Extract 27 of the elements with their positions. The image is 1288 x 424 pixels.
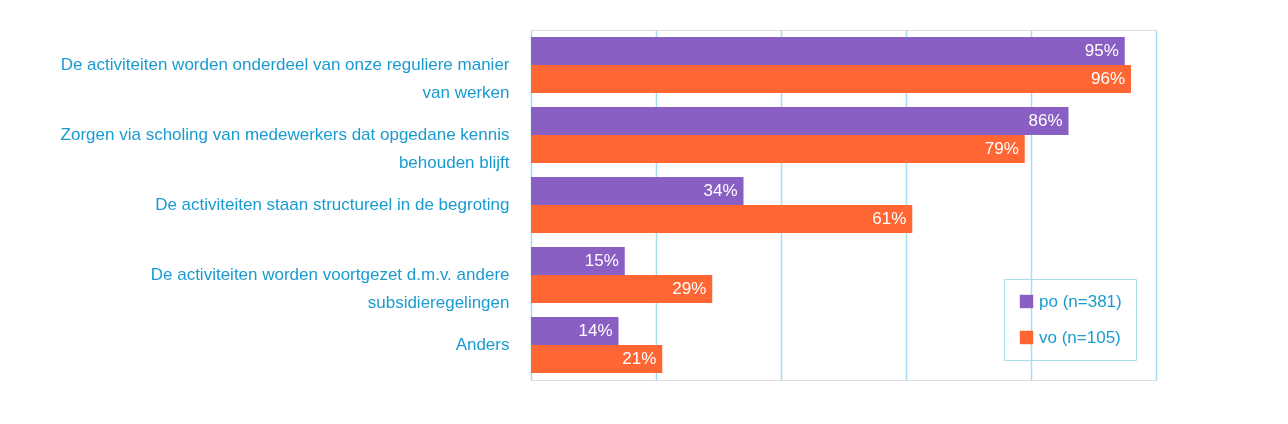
bar — [531, 177, 744, 205]
y-tick-label: De activiteiten worden voortgezet d.m.v. andere subsidieregelingen — [150, 265, 510, 312]
bar — [531, 345, 663, 373]
data-label: 61% — [872, 209, 907, 228]
data-label: 21% — [622, 349, 657, 368]
data-label: 14% — [578, 321, 613, 340]
bar — [531, 317, 619, 345]
bar — [531, 107, 1069, 135]
legend-label: vo (n=105) — [1039, 327, 1121, 347]
bar — [531, 205, 913, 233]
bar — [531, 135, 1025, 163]
data-label: 96% — [1090, 69, 1125, 88]
y-tick-label: De activiteiten worden onderdeel van onze reguliere manier van werken — [60, 55, 510, 102]
bar — [531, 37, 1125, 65]
bar — [531, 65, 1131, 93]
bar — [531, 275, 713, 303]
data-label: 15% — [584, 251, 619, 270]
data-label: 29% — [672, 279, 707, 298]
data-label: 95% — [1084, 41, 1119, 60]
data-label: 34% — [703, 181, 738, 200]
bar — [531, 247, 625, 275]
data-label: 79% — [984, 139, 1019, 158]
y-tick-label: Anders — [455, 335, 510, 354]
data-label: 86% — [1028, 111, 1063, 130]
y-tick-label: Zorgen via scholing van medewerkers dat opgedane kennis behouden blijft — [60, 125, 510, 172]
legend-label: po (n=381) — [1039, 291, 1122, 311]
y-tick-label: De activiteiten staan structureel in de begroting — [155, 195, 510, 214]
